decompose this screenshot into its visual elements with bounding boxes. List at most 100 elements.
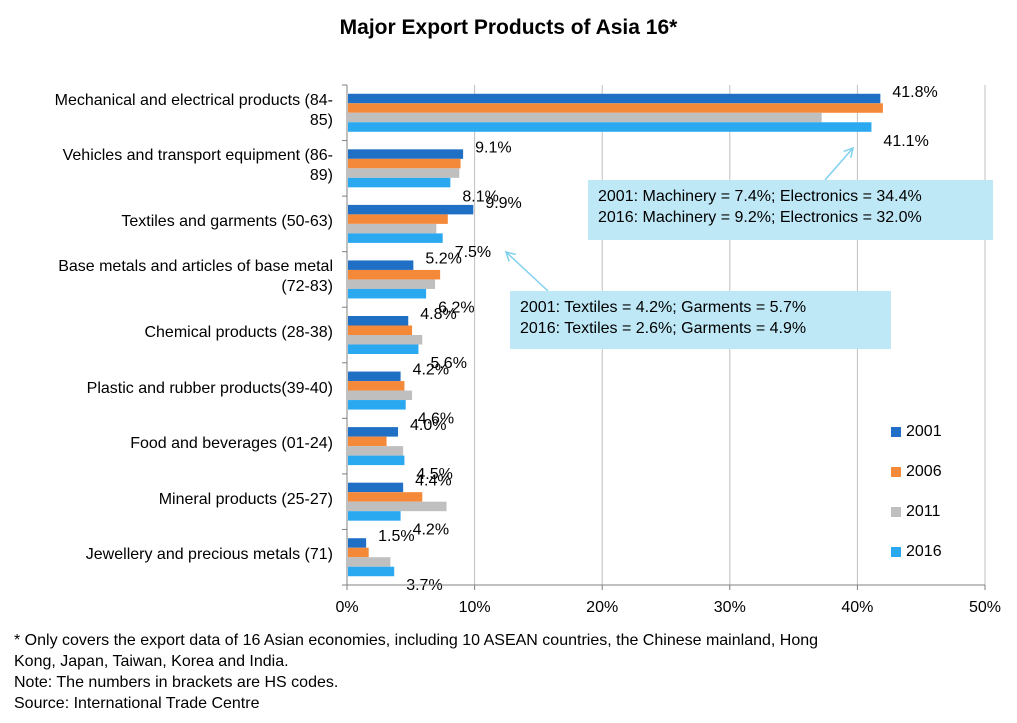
footnotes: * Only covers the export data of 16 Asia… (14, 630, 818, 714)
category-label: Jewellery and precious metals (71) (86, 545, 333, 565)
bar-2001 (348, 482, 404, 493)
category-label-line: Vehicles and transport equipment (86- (62, 147, 333, 165)
footnote-line: Source: International Trade Centre (14, 695, 260, 712)
data-label: 7.5% (455, 244, 491, 261)
data-label: 9.9% (485, 195, 521, 212)
bar-2011 (348, 557, 391, 567)
data-label: 4.2% (413, 522, 449, 539)
data-label: 41.8% (892, 84, 937, 101)
footnote-line: Kong, Japan, Taiwan, Korea and India. (14, 653, 289, 670)
bar-2016 (348, 344, 419, 354)
category-label-line: Mineral products (25-27) (158, 490, 333, 508)
data-label: 4.5% (416, 466, 452, 483)
annotation-line: 2016: Textiles = 2.6%; Garments = 4.9% (520, 320, 807, 337)
legend-label: 2006 (906, 463, 942, 480)
legend-label: 2016 (906, 543, 942, 560)
data-label: 6.2% (438, 299, 474, 316)
annotation-line: 2001: Machinery = 7.4%; Electronics = 34… (598, 188, 922, 205)
x-tick-label: 0% (335, 599, 358, 616)
annotation-arrow (505, 251, 549, 292)
data-label: 4.4% (415, 473, 451, 490)
category-label: Chemical products (28-38) (144, 323, 333, 343)
category-label-line: Food and beverages (01-24) (130, 435, 333, 453)
legend-swatch (891, 467, 901, 477)
chart-title: Major Export Products of Asia 16* (339, 16, 678, 39)
data-label: 4.0% (410, 417, 446, 434)
category-label-line: (72-83) (281, 278, 333, 296)
bar-2016 (348, 511, 401, 521)
bar-2001 (348, 260, 414, 270)
annotation-arrow (824, 147, 854, 181)
bar-2006 (348, 492, 423, 502)
category-label-line: Chemical products (28-38) (144, 324, 333, 341)
bar-2006 (348, 381, 405, 391)
bar-2016 (348, 288, 427, 299)
data-label: 8.1% (462, 188, 498, 205)
bar-2006 (348, 158, 461, 169)
legend-item-2006: 2006 (891, 462, 981, 482)
data-label: 5.2% (425, 250, 461, 267)
bar-2011 (348, 390, 413, 401)
legend-item-2016: 2016 (891, 542, 981, 562)
data-label: 41.1% (883, 133, 928, 150)
category-label-line: 85) (309, 111, 333, 129)
category-label: Base metals and articles of base metal (7… (58, 257, 333, 297)
footnote-line: * Only covers the export data of 16 Asia… (14, 632, 819, 649)
category-label: Mechanical and electrical products (84- 8… (55, 91, 333, 131)
legend-swatch (891, 547, 901, 557)
legend-swatch (891, 427, 901, 437)
data-label: 4.6% (418, 411, 454, 428)
category-label-line: Jewellery and precious metals (71) (85, 546, 333, 564)
data-label: 3.7% (406, 577, 442, 594)
bar-2006 (348, 214, 448, 224)
data-label: 9.1% (475, 139, 511, 156)
category-label: Mineral products (25-27) (159, 490, 333, 510)
category-label-line: 89) (309, 167, 333, 185)
annotation-line: 2016: Machinery = 9.2%; Electronics = 32… (598, 209, 922, 226)
bar-2011 (348, 501, 447, 512)
bar-2011 (348, 446, 404, 456)
x-tick-label: 50% (969, 599, 1001, 616)
category-label: Plastic and rubber products(39-40) (87, 379, 333, 399)
bar-2001 (348, 371, 401, 382)
category-label-line: Base metals and articles of base metal (58, 258, 333, 276)
category-label: Food and beverages (01-24) (130, 434, 333, 454)
bar-2006 (348, 103, 883, 113)
bar-2001 (348, 204, 474, 215)
data-label: 5.6% (430, 355, 466, 372)
bar-2001 (348, 538, 367, 548)
data-label: 4.8% (420, 306, 456, 323)
bar-2011 (348, 335, 423, 345)
legend-swatch (891, 507, 901, 517)
bar-2016 (348, 566, 395, 577)
legend-item-2001: 2001 (891, 422, 981, 442)
footnote-line: Note: The numbers in brackets are HS cod… (14, 674, 339, 691)
category-label-line: Mechanical and electrical products (84- (54, 91, 333, 109)
bar-2001 (348, 149, 464, 159)
bar-2006 (348, 325, 413, 335)
annotation-textiles-garments: 2001: Textiles = 4.2%; Garments = 5.7% 2… (510, 291, 891, 349)
category-label-line: Textiles and garments (50-63) (121, 212, 333, 230)
bar-2016 (348, 455, 405, 466)
legend-item-2011: 2011 (891, 502, 981, 522)
bar-2001 (348, 427, 399, 437)
annotation-arrowhead (504, 250, 516, 262)
legend-label: 2001 (906, 423, 942, 440)
bar-2011 (348, 168, 460, 178)
bar-2001 (348, 93, 881, 104)
data-label: 4.2% (413, 362, 449, 379)
annotation-machinery-electronics: 2001: Machinery = 7.4%; Electronics = 34… (588, 180, 993, 240)
x-tick-label: 20% (586, 599, 618, 616)
x-tick-label: 30% (714, 599, 746, 616)
bar-2006 (348, 436, 387, 447)
bar-2001 (348, 316, 409, 326)
bar-2006 (348, 547, 369, 558)
bar-2016 (348, 233, 443, 243)
bar-2011 (348, 279, 436, 289)
annotation-arrowhead (843, 146, 855, 158)
annotation-line: 2001: Textiles = 4.2%; Garments = 5.7% (520, 299, 807, 316)
bar-2006 (348, 269, 441, 280)
bar-2016 (348, 400, 406, 410)
bar-2016 (348, 122, 872, 132)
category-label-line: Plastic and rubber products(39-40) (86, 379, 333, 397)
